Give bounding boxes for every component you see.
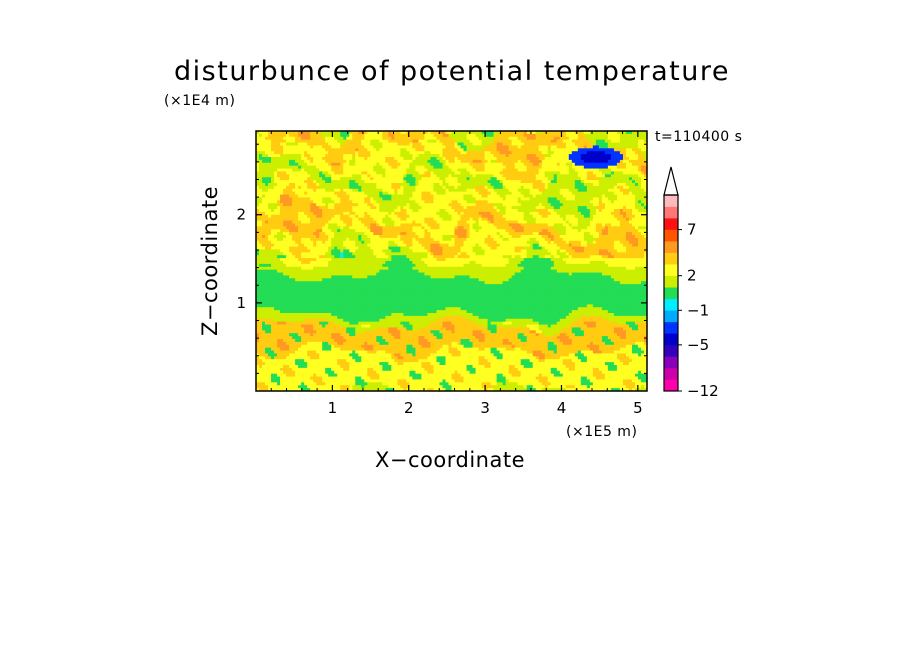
colorbar-swatch [664, 310, 678, 323]
colorbar-label: 7 [687, 221, 697, 239]
colorbar: −12−5−127 [663, 166, 719, 400]
y-tick-label: 2 [236, 206, 246, 224]
colorbar-swatch [664, 344, 678, 357]
colorbar-swatch [664, 379, 678, 392]
colorbar-label: −12 [687, 382, 719, 400]
colorbar-swatch [664, 241, 678, 253]
colorbar-swatch [664, 264, 678, 277]
colorbar-frame [663, 194, 679, 392]
colorbar-label: −5 [687, 336, 709, 354]
x-tick-label: 4 [557, 399, 567, 417]
colorbar-swatch [664, 298, 678, 311]
x-tick-label: 3 [480, 399, 490, 417]
chart-title: disturbunce of potential temperature [174, 56, 730, 87]
x-tick-label: 5 [633, 399, 643, 417]
colorbar-swatch [664, 218, 678, 230]
x-axis-label: X−coordinate [375, 448, 525, 472]
colorbar-swatch [664, 356, 678, 369]
x-tick-label: 1 [328, 399, 338, 417]
colorbar-swatch [664, 367, 678, 380]
y-unit-label: (×1E4 m) [164, 93, 236, 109]
time-label: t=110400 s [655, 129, 743, 145]
colorbar-swatch [664, 321, 678, 334]
y-axis-ticks: 12 [236, 143, 647, 374]
colorbar-label: 2 [687, 267, 697, 285]
colorbar-swatch [664, 252, 678, 265]
colorbar-swatch [664, 333, 678, 346]
colorbar-swatch [664, 275, 678, 288]
x-tick-label: 2 [404, 399, 414, 417]
colorbar-swatch [664, 229, 678, 242]
x-axis-ticks: 1 2 3 4 5 [270, 131, 643, 417]
colorbar-label: −1 [687, 301, 709, 319]
colorbar-swatch [664, 206, 678, 219]
colorbar-swatch [664, 195, 678, 207]
contour-field [256, 131, 647, 391]
x-unit-label: (×1E5 m) [566, 424, 638, 440]
plot-frame [255, 130, 648, 392]
y-tick-label: 1 [236, 294, 246, 312]
colorbar-swatch [664, 287, 678, 300]
colorbar-extend-arrow [663, 166, 679, 196]
